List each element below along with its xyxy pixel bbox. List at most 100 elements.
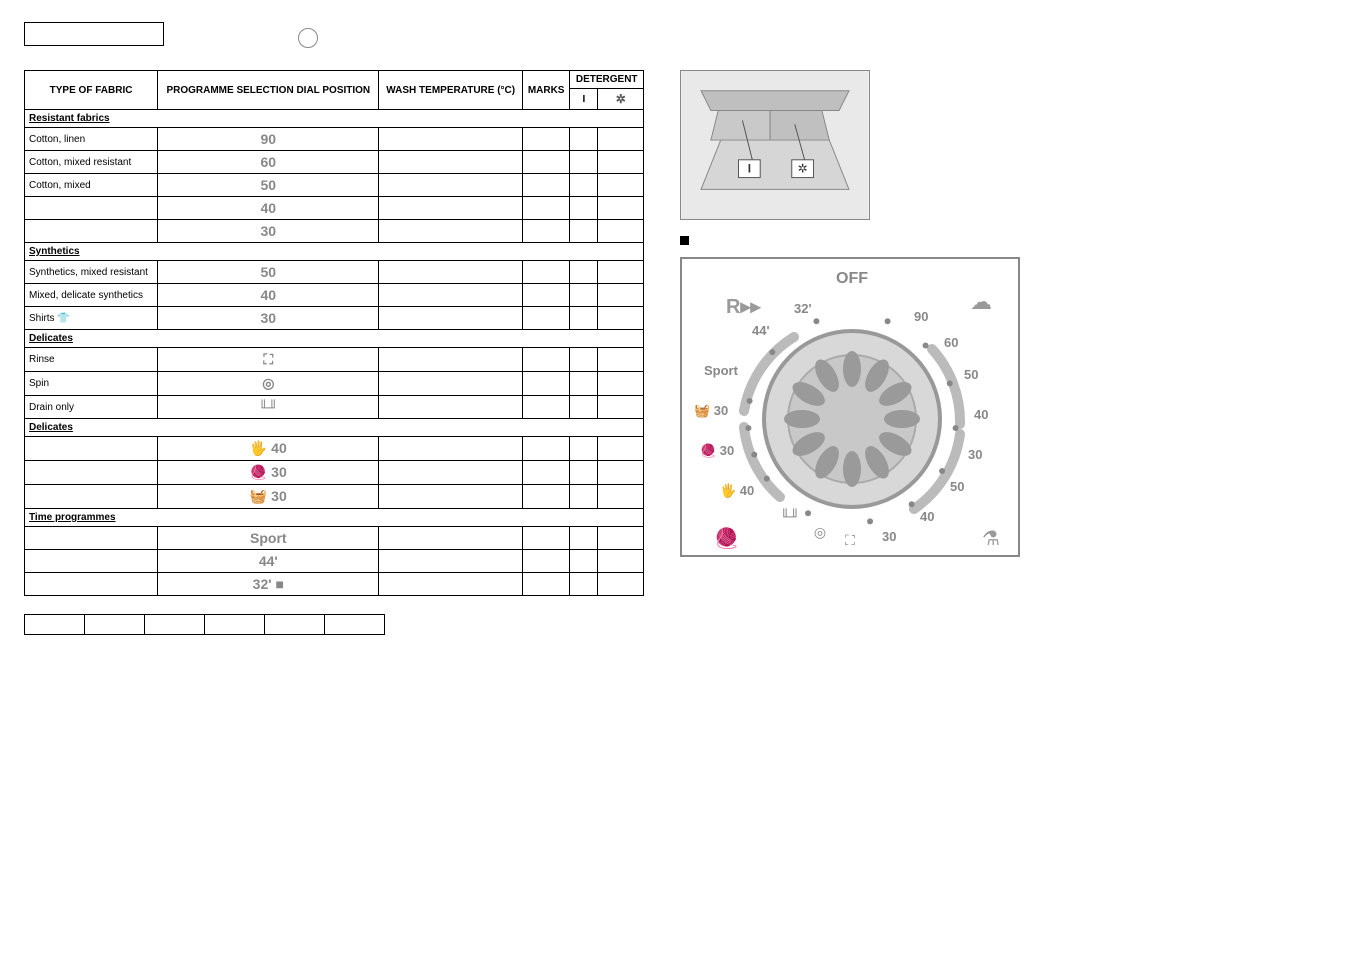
cell: [598, 261, 644, 284]
cell-fabric: Drain only: [25, 396, 158, 419]
cell-fabric: Mixed, delicate synthetics: [25, 284, 158, 307]
table-row: 🖐 40: [25, 437, 644, 461]
table-row: Cotton, mixed resistant60: [25, 151, 644, 174]
table-row: Rinse⛶: [25, 348, 644, 372]
page-number-box: [24, 22, 164, 46]
col-temp: WASH TEMPERATURE (°C): [379, 71, 522, 110]
language-circle-icon: [298, 28, 318, 48]
programme-dial-diagram: OFF 90 60 50 40 30 50 40 30 ⛶ ◎ ╙╜: [680, 257, 1020, 557]
cell-dial: 30: [158, 307, 379, 330]
cell: [522, 348, 570, 372]
cell: [379, 573, 522, 596]
info-column: I ✲ OFF 90 60 50 40 30: [680, 70, 1200, 557]
svg-text:90: 90: [914, 309, 928, 324]
cell: [522, 573, 570, 596]
cell: [379, 461, 522, 485]
col-detergent: DETERGENT: [570, 71, 644, 89]
cell: [598, 284, 644, 307]
cell: [570, 307, 598, 330]
cell: [598, 485, 644, 509]
svg-text:◎: ◎: [814, 524, 826, 540]
cell: [598, 396, 644, 419]
table-row: Mixed, delicate synthetics40: [25, 284, 644, 307]
cell: [379, 128, 522, 151]
cell: [522, 527, 570, 550]
section-title: Delicates: [25, 330, 644, 348]
cell-dial: 50: [158, 261, 379, 284]
cell: [379, 307, 522, 330]
table-row: 🧶 30: [25, 461, 644, 485]
cell: [598, 220, 644, 243]
cell: [570, 128, 598, 151]
cell: [522, 437, 570, 461]
cell: [570, 284, 598, 307]
note-tab: [25, 615, 85, 635]
dial-off-label: OFF: [836, 270, 868, 287]
cell: [379, 550, 522, 573]
table-row: Synthetics, mixed resistant50: [25, 261, 644, 284]
col-dial: PROGRAMME SELECTION DIAL POSITION: [158, 71, 379, 110]
cell: [522, 284, 570, 307]
svg-text:50: 50: [964, 367, 978, 382]
cell: [379, 174, 522, 197]
cell-dial: 30: [158, 220, 379, 243]
cell: [570, 461, 598, 485]
cell-dial: 40: [158, 284, 379, 307]
programme-table: TYPE OF FABRIC PROGRAMME SELECTION DIAL …: [24, 70, 644, 596]
svg-text:44': 44': [752, 323, 770, 338]
col-fabric: TYPE OF FABRIC: [25, 71, 158, 110]
cell: [598, 461, 644, 485]
cell: [598, 128, 644, 151]
table-row: 40: [25, 197, 644, 220]
cell: [570, 348, 598, 372]
note-tab: [325, 615, 385, 635]
cell-dial: Sport: [158, 527, 379, 550]
cell-fabric: [25, 527, 158, 550]
cell: [598, 307, 644, 330]
cell: [522, 307, 570, 330]
cell: [598, 348, 644, 372]
cell-fabric: Synthetics, mixed resistant: [25, 261, 158, 284]
table-row: Spin◎: [25, 372, 644, 396]
detergent-drawer-diagram: I ✲: [680, 70, 870, 220]
svg-text:⚗: ⚗: [982, 528, 1000, 550]
svg-text:🖐 40: 🖐 40: [720, 482, 754, 499]
cell-fabric: Rinse: [25, 348, 158, 372]
col-det-soft: ✲: [598, 89, 644, 110]
svg-text:30: 30: [882, 529, 896, 544]
cell: [598, 573, 644, 596]
cell: [522, 128, 570, 151]
table-row: Cotton, linen90: [25, 128, 644, 151]
cell-fabric: [25, 485, 158, 509]
cell: [379, 527, 522, 550]
svg-text:40: 40: [920, 509, 934, 524]
cell: [598, 174, 644, 197]
cell: [570, 174, 598, 197]
drawer-label-main: I: [748, 162, 751, 176]
svg-text:50: 50: [950, 479, 964, 494]
cell-dial: ◎: [158, 372, 379, 396]
cell-dial: 60: [158, 151, 379, 174]
table-row: 32' ■: [25, 573, 644, 596]
cell-fabric: [25, 461, 158, 485]
cell-dial: 90: [158, 128, 379, 151]
table-row: Sport: [25, 527, 644, 550]
cell: [379, 437, 522, 461]
cell: [570, 396, 598, 419]
drawer-label-softener: ✲: [798, 162, 808, 176]
cell-dial: 44': [158, 550, 379, 573]
col-marks: MARKS: [522, 71, 570, 110]
table-row: 🧺 30: [25, 485, 644, 509]
section-title: Time programmes: [25, 509, 644, 527]
svg-text:R▸▸: R▸▸: [726, 296, 761, 318]
cell: [522, 174, 570, 197]
svg-text:╙╜: ╙╜: [780, 508, 800, 524]
note-tabs: [24, 614, 385, 635]
cell: [598, 151, 644, 174]
cell-fabric: [25, 220, 158, 243]
cell: [379, 220, 522, 243]
section-title: Synthetics: [25, 243, 644, 261]
cell: [570, 527, 598, 550]
cell-fabric: [25, 573, 158, 596]
cell: [598, 550, 644, 573]
